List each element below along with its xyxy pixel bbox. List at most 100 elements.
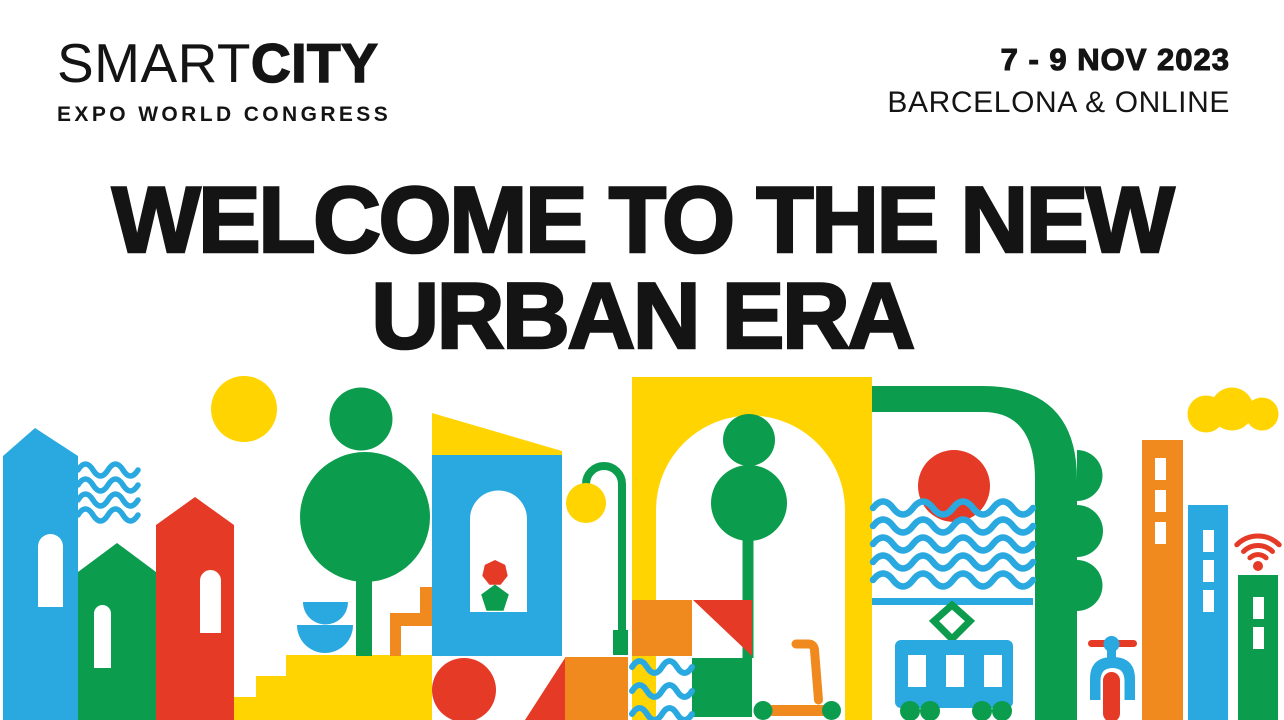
- house-body: [78, 543, 156, 720]
- blue-building: [432, 413, 562, 656]
- tram-window: [946, 655, 964, 687]
- tram-icon: [872, 598, 1033, 720]
- red-triangle-left: [525, 658, 565, 720]
- pipe-top: [420, 587, 432, 615]
- pipe-middle: [390, 613, 432, 626]
- orange-square: [632, 600, 692, 656]
- tower-window: [1203, 530, 1214, 552]
- title-line-1: WELCOME TO THE NEW: [111, 167, 1176, 272]
- bike-fork: [1090, 657, 1135, 700]
- tree-top: [723, 414, 775, 466]
- tram-window: [984, 655, 1002, 687]
- arch-tree-icon: [711, 414, 787, 658]
- tower-window: [1203, 590, 1214, 612]
- lamp-base: [613, 630, 628, 655]
- wave: [869, 552, 1037, 572]
- scooter-wheel: [753, 701, 773, 720]
- green-arch-band: [872, 386, 1103, 720]
- event-info: 7 - 9 NOV 2023 BARCELONA & ONLINE: [887, 42, 1230, 119]
- wave: [869, 534, 1037, 554]
- orange-tower: [1142, 440, 1183, 720]
- tower-window: [1155, 458, 1166, 480]
- scooter-wheel: [822, 701, 841, 720]
- foliage-bump: [1077, 450, 1103, 501]
- wave: [75, 506, 141, 524]
- wifi-arc: [1241, 543, 1275, 554]
- waves-middle-icon: [629, 658, 695, 720]
- house-body: [156, 497, 234, 720]
- red-house: [156, 497, 234, 720]
- wave: [869, 570, 1037, 590]
- house-window: [38, 533, 63, 607]
- scooter-icon: [753, 639, 841, 720]
- wave: [869, 516, 1037, 536]
- waves-left-icon: [75, 461, 141, 524]
- tower-window: [1155, 490, 1166, 512]
- tree-crown: [711, 465, 787, 541]
- tower-window: [1203, 560, 1214, 582]
- wave: [869, 498, 1037, 518]
- foliage-bump: [1077, 505, 1103, 557]
- sun-icon: [211, 376, 277, 442]
- wave: [629, 682, 695, 700]
- wave: [75, 461, 141, 479]
- wave: [629, 705, 695, 720]
- tram-wheel: [972, 701, 992, 720]
- tower-window: [1253, 597, 1264, 619]
- foliage-bump: [1077, 560, 1103, 611]
- smart-city-logo: SMARTCITY EXPO WORLD CONGRESS: [57, 35, 392, 126]
- band-body: [872, 386, 1077, 720]
- person-at-window: [481, 560, 509, 611]
- event-dates: 7 - 9 NOV 2023: [1000, 42, 1230, 77]
- wave: [75, 491, 141, 509]
- wifi-arc: [1234, 533, 1282, 548]
- blue-house: [3, 428, 78, 720]
- street-lamp-icon: [566, 462, 628, 655]
- tower-window: [1253, 627, 1264, 649]
- cloud-icon: [1187, 387, 1279, 433]
- tree-crown: [300, 452, 430, 582]
- house-window: [200, 570, 221, 633]
- lamp-pole: [582, 462, 626, 636]
- tower-body: [1142, 440, 1183, 720]
- tower-window: [1155, 522, 1166, 544]
- tree-trunk: [742, 520, 754, 658]
- cloud-puff: [1245, 397, 1279, 431]
- person-head: [482, 560, 508, 585]
- tram-wheel: [992, 701, 1012, 720]
- wave: [75, 476, 141, 494]
- building-window: [470, 490, 527, 612]
- wifi-dot: [1253, 561, 1263, 571]
- tree-icon: [300, 387, 430, 656]
- event-location: BARCELONA & ONLINE: [887, 86, 1230, 119]
- waves-sea-icon: [869, 498, 1037, 590]
- bicycle-icon: [1088, 636, 1137, 720]
- fountain-bowl-top: [303, 602, 348, 625]
- pipe-bottom: [390, 626, 401, 656]
- green-house: [78, 543, 156, 720]
- blue-tower: [1188, 505, 1228, 720]
- lamp-bulb: [566, 483, 606, 523]
- fountain-icon: [297, 602, 353, 653]
- building-roof: [432, 413, 562, 455]
- title-line-2: URBAN ERA: [370, 263, 917, 368]
- bike-wheel: [1103, 672, 1120, 720]
- scooter-deck: [767, 705, 829, 716]
- logo-subtitle: EXPO WORLD CONGRESS: [57, 103, 392, 126]
- tram-pantograph: [928, 600, 976, 644]
- person-body: [481, 584, 509, 611]
- cloud-puff: [1210, 387, 1254, 431]
- tree-top: [329, 387, 393, 451]
- green-tower: [1238, 575, 1278, 720]
- wifi-arc: [1247, 552, 1269, 561]
- logo-brand-bold: CITY: [250, 32, 379, 94]
- page-title: WELCOME TO THE NEW URBAN ERA: [0, 167, 1284, 368]
- wave: [629, 658, 695, 676]
- logo-brand: SMARTCITY: [57, 35, 391, 92]
- tram-window: [908, 655, 926, 687]
- pipe: [390, 587, 432, 656]
- sunset-sea: [869, 450, 1037, 590]
- red-triangle-square: [693, 600, 752, 656]
